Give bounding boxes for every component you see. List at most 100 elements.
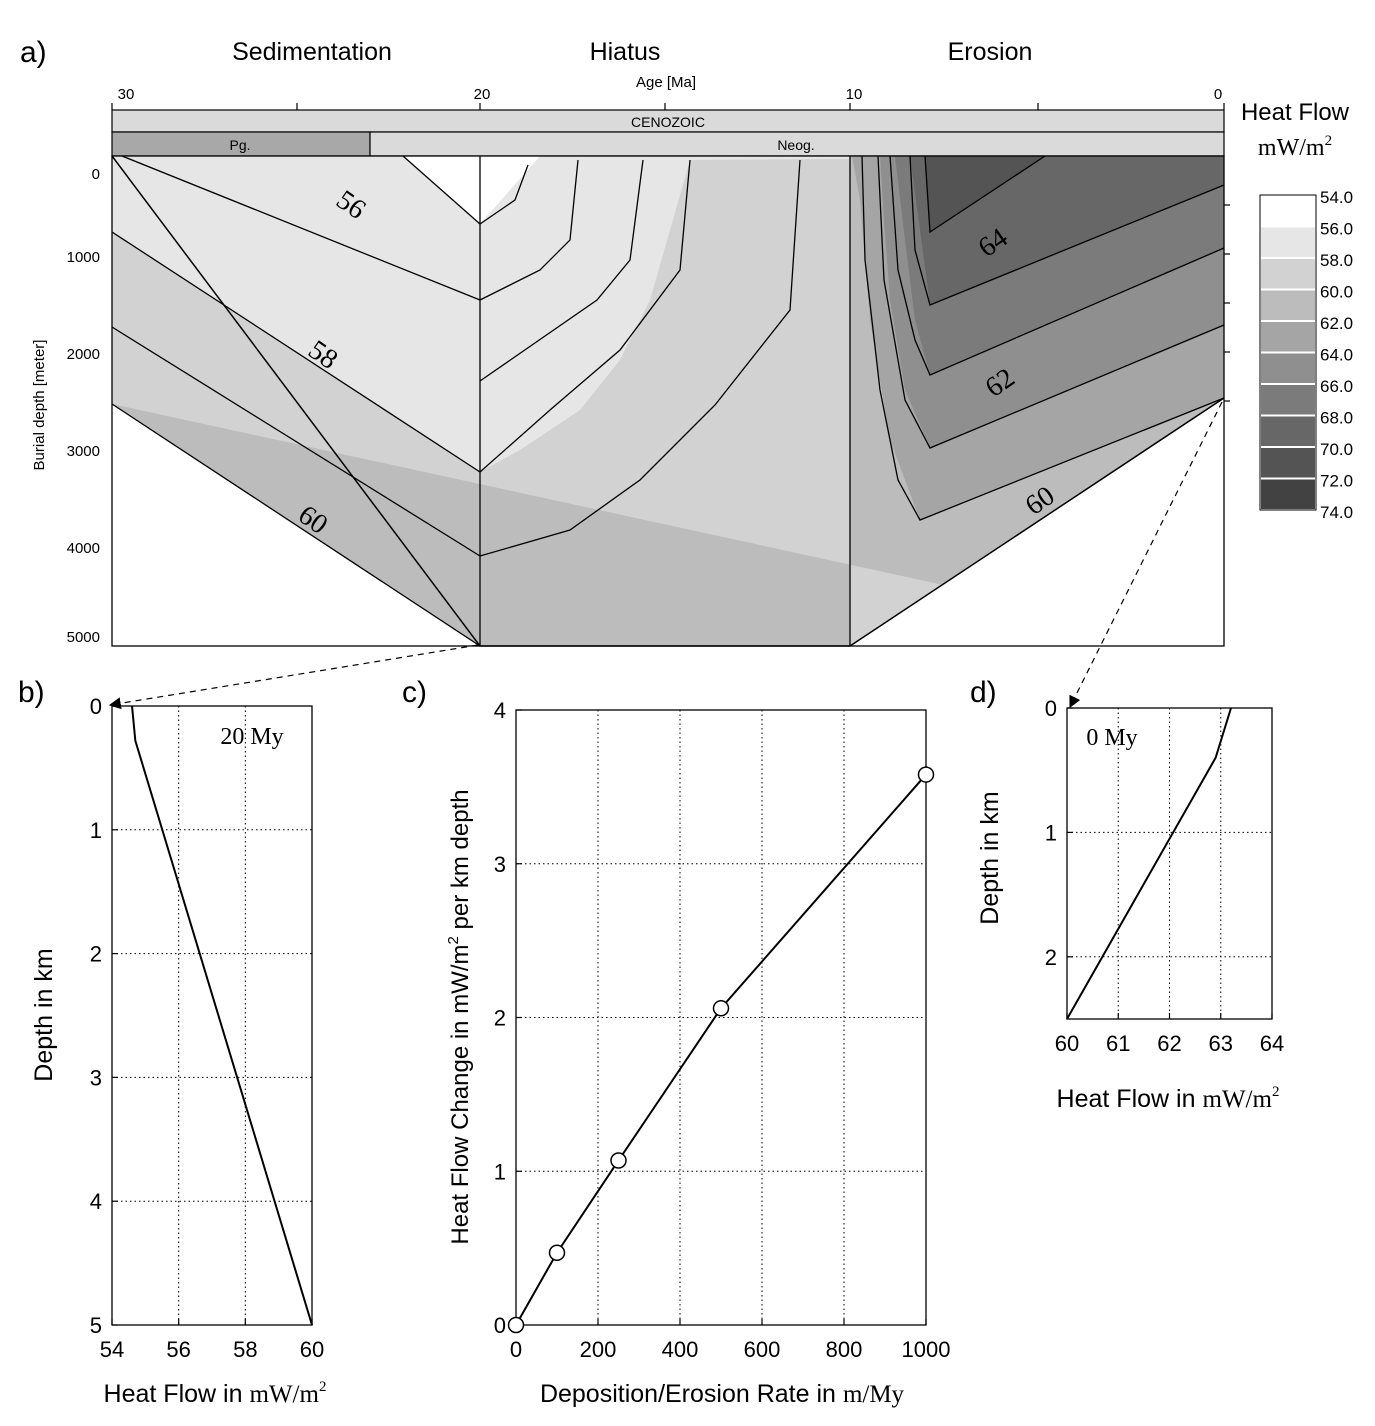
heat-flow-profile-0my: [1066, 707, 1232, 1020]
legend-swatch: [1259, 383, 1317, 417]
y-tick-label: 0: [1045, 696, 1057, 721]
panel-d-annotation: 0 My: [1086, 725, 1137, 751]
x-tick-label: 63: [1209, 1031, 1233, 1056]
panel-d-ylabel: Depth in km: [976, 791, 1004, 924]
x-tick-label: 56: [166, 1337, 190, 1362]
age-axis-title: Age [Ma]: [636, 74, 696, 91]
legend-swatch: [1259, 414, 1317, 448]
era-label: CENOZOIC: [631, 114, 705, 130]
burial-path: [111, 155, 1225, 647]
legend-swatch: [1259, 288, 1317, 322]
y-tick-label: 4: [494, 698, 506, 723]
legend-value: 68.0: [1320, 409, 1353, 428]
depth-tick-label: 5000: [67, 629, 100, 646]
panel-a: a) Sedimentation Hiatus Erosion Age [Ma]…: [20, 36, 1353, 710]
panel-b-annotation: 20 My: [220, 724, 283, 750]
contour-line: [877, 155, 1225, 449]
x-tick-label: 62: [1157, 1031, 1181, 1056]
panel-d-ticks: 60 61 62 63 64 0 1 2: [1045, 696, 1284, 1056]
panel-b-ylabel: Depth in km: [30, 948, 58, 1081]
contour-line: [111, 231, 481, 473]
legend-swatch: [1259, 257, 1317, 291]
x-tick-label: 200: [580, 1337, 617, 1362]
age-tick-label: 0: [1214, 86, 1222, 103]
y-tick-label: 1: [1045, 820, 1057, 845]
data-point-marker: [712, 1000, 730, 1017]
legend-frame: [1259, 194, 1317, 511]
legend-value: 72.0: [1320, 472, 1353, 491]
y-tick-label: 3: [90, 1065, 102, 1090]
legend-swatch: [1259, 194, 1317, 228]
legend-value: 66.0: [1320, 377, 1353, 396]
x-tick-label: 58: [233, 1337, 257, 1362]
legend-swatch: [1259, 351, 1317, 385]
depth-tick-label: 2000: [67, 346, 100, 363]
period-label-neog: Neog.: [777, 137, 814, 153]
panel-c-frame: [515, 709, 927, 1326]
legend-swatch: [1259, 477, 1317, 511]
legend-value: 62.0: [1320, 314, 1353, 333]
legend-title: Heat Flow: [1241, 99, 1350, 126]
y-tick-label: 2: [1045, 945, 1057, 970]
pointer-to-panel-b: [108, 644, 479, 710]
phase-label-hiatus: Hiatus: [590, 38, 661, 66]
panel-b-ticks: 54 56 58 60 0 1 2 3 4 5: [90, 694, 324, 1362]
legend-value: 58.0: [1320, 251, 1353, 270]
y-tick-label: 3: [494, 852, 506, 877]
contour-line: [861, 155, 1225, 521]
x-tick-label: 600: [744, 1337, 781, 1362]
x-tick-label: 1000: [902, 1337, 951, 1362]
contour-band: [925, 156, 1045, 232]
y-tick-label: 2: [90, 942, 102, 967]
panel-a-label: a): [20, 36, 47, 69]
heat-flow-profile-20my: [131, 705, 313, 1326]
depth-tick-label: 1000: [67, 249, 100, 266]
contour-line: [111, 403, 481, 647]
panel-c-ticks: 0 200 400 600 800 1000 0 1 2 3 4: [494, 698, 951, 1362]
heat-flow-legend: 54.0 56.0 58.0 60.0 62.0 64.0 66.0 68.0 70.0 72.0…: [1259, 188, 1353, 522]
y-tick-label: 4: [90, 1189, 102, 1214]
y-tick-label: 0: [90, 694, 102, 719]
panel-b-label: b): [18, 676, 45, 709]
x-tick-label: 800: [826, 1337, 863, 1362]
x-tick-label: 61: [1106, 1031, 1130, 1056]
y-tick-label: 1: [494, 1159, 506, 1184]
x-tick-label: 60: [300, 1337, 324, 1362]
panel-b-frame: [111, 705, 313, 1326]
contour-line: [479, 164, 529, 225]
x-tick-label: 64: [1260, 1031, 1284, 1056]
contour-line: [889, 155, 1225, 376]
age-axis-ticks: [111, 103, 1225, 110]
panel-b-xlabel: Heat Flow in mW/m2: [104, 1379, 327, 1408]
legend-value: 54.0: [1320, 188, 1353, 207]
depth-tick-label: 0: [92, 166, 100, 183]
panel-c-xlabel: Deposition/Erosion Rate in m/My: [540, 1380, 905, 1408]
y-tick-label: 5: [90, 1313, 102, 1338]
y-tick-label: 2: [494, 1006, 506, 1031]
data-point-marker: [507, 1316, 525, 1334]
depth-axis-ticks: 0 1000 2000 3000 4000 5000: [67, 166, 100, 646]
phase-label-erosion: Erosion: [948, 38, 1033, 66]
age-tick-label: 20: [474, 86, 491, 103]
right-axis-ticks: [1224, 204, 1230, 402]
contour-line: [121, 155, 481, 301]
pointer-to-panel-d: [1069, 401, 1223, 709]
panel-d-label: d): [970, 676, 997, 709]
period-label-pg: Pg.: [229, 137, 250, 153]
x-tick-label: 54: [100, 1337, 124, 1362]
period-bar-neog: [369, 131, 1225, 157]
panel-c: c) 0 200 400 600 800 1000 0 1 2 3 4 Heat Flow Chan…: [402, 676, 950, 1408]
panel-c-grid: [515, 709, 927, 1326]
panel-d: d) 60 61 62 63 64 0 1 2 0 My Depth in km Heat F…: [970, 676, 1284, 1113]
phase-label-sedimentation: Sedimentation: [232, 38, 392, 66]
data-point-marker: [610, 1152, 627, 1169]
x-tick-label: 60: [1055, 1031, 1079, 1056]
panel-d-frame: [1066, 707, 1273, 1020]
depth-tick-label: 4000: [67, 540, 100, 557]
contour-line: [909, 155, 1225, 306]
rate-vs-heat-flow-change-line: [515, 773, 927, 1326]
x-tick-label: 0: [510, 1337, 522, 1362]
legend-value: 70.0: [1320, 440, 1353, 459]
x-tick-label: 400: [662, 1337, 699, 1362]
